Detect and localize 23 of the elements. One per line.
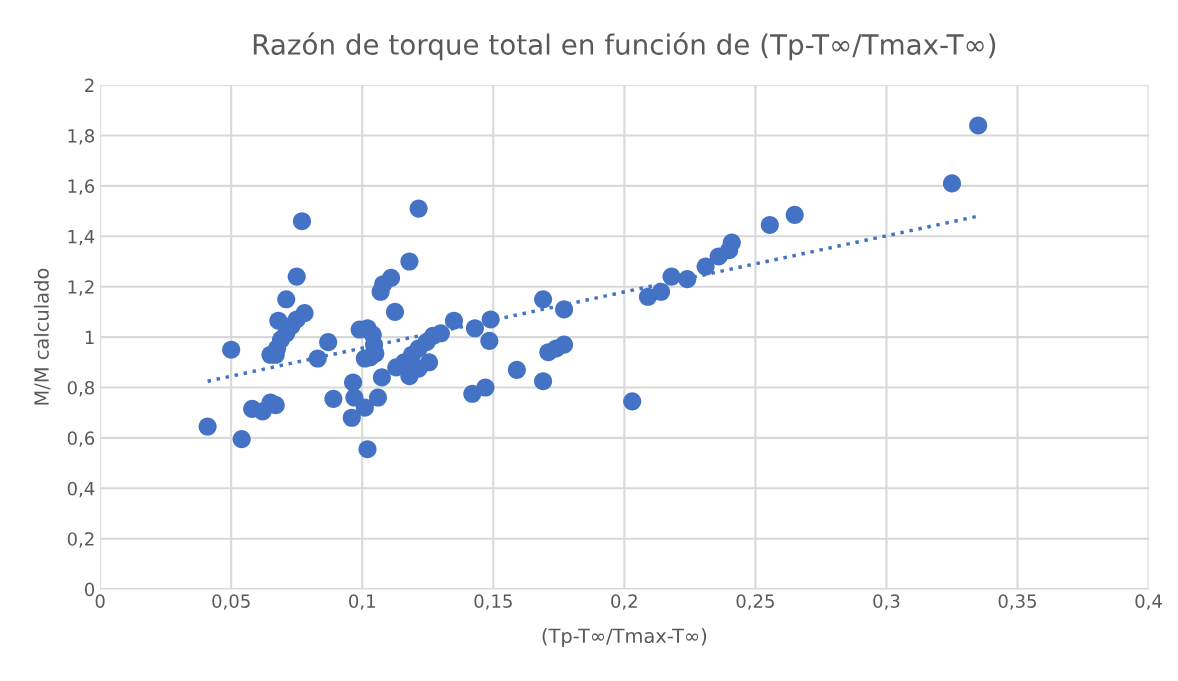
x-tick-label: 0 <box>95 594 105 608</box>
x-tick-label: 0,15 <box>474 594 512 610</box>
x-axis-title: (Tp-T∞/Tmax-T∞) <box>542 628 707 647</box>
y-tick-label: 0 <box>84 582 95 597</box>
y-tick-label: 1,4 <box>68 230 95 246</box>
y-tick-label: 2 <box>85 78 94 92</box>
y-tick-label: 1,6 <box>68 179 95 195</box>
x-tick-label: 0,2 <box>611 594 637 610</box>
x-tick-label: 0,25 <box>736 594 774 610</box>
y-tick-label: 0,8 <box>67 380 95 397</box>
x-tick-label: 0,05 <box>212 594 250 610</box>
x-tick-label: 0,1 <box>349 594 375 610</box>
chart-title: Razón de torque total en función de (Tp-T∞/Tmax-T∞) <box>253 32 996 61</box>
y-axis-title: M/M calculado <box>33 268 51 405</box>
y-tick-label: 1 <box>85 330 94 344</box>
y-tick-label: 1,8 <box>68 128 95 145</box>
y-tick-label: 0,6 <box>67 431 95 447</box>
x-tick-label: 0,35 <box>998 594 1037 610</box>
x-tick-label: 0,3 <box>873 594 900 610</box>
y-tick-label: 1,2 <box>68 280 94 296</box>
y-tick-label: 0,4 <box>67 481 95 498</box>
x-tick-label: 0,4 <box>1135 594 1162 610</box>
y-tick-label: 0,2 <box>67 532 94 548</box>
